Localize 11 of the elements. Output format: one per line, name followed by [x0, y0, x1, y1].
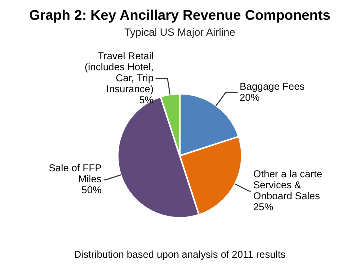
data-label: 20% — [240, 93, 260, 104]
data-label: 50% — [82, 186, 102, 197]
slice-label: Sale of FFP Miles — [49, 164, 102, 186]
chart-title: Graph 2: Key Ancillary Revenue Components — [29, 7, 331, 23]
slice-label: Baggage Fees — [240, 82, 305, 94]
slice-label: Travel Retail (includes Hotel, Car, Trip Insurance) — [84, 52, 154, 96]
data-label: 5% — [139, 96, 154, 107]
chart-subtitle: Typical US Major Airline — [124, 27, 236, 39]
slice-label: Other a la carte Services & Onboard Sales — [254, 170, 323, 203]
text: Distribution based upon analysis of 2011 results — [74, 250, 286, 261]
data-label: 25% — [254, 202, 274, 214]
